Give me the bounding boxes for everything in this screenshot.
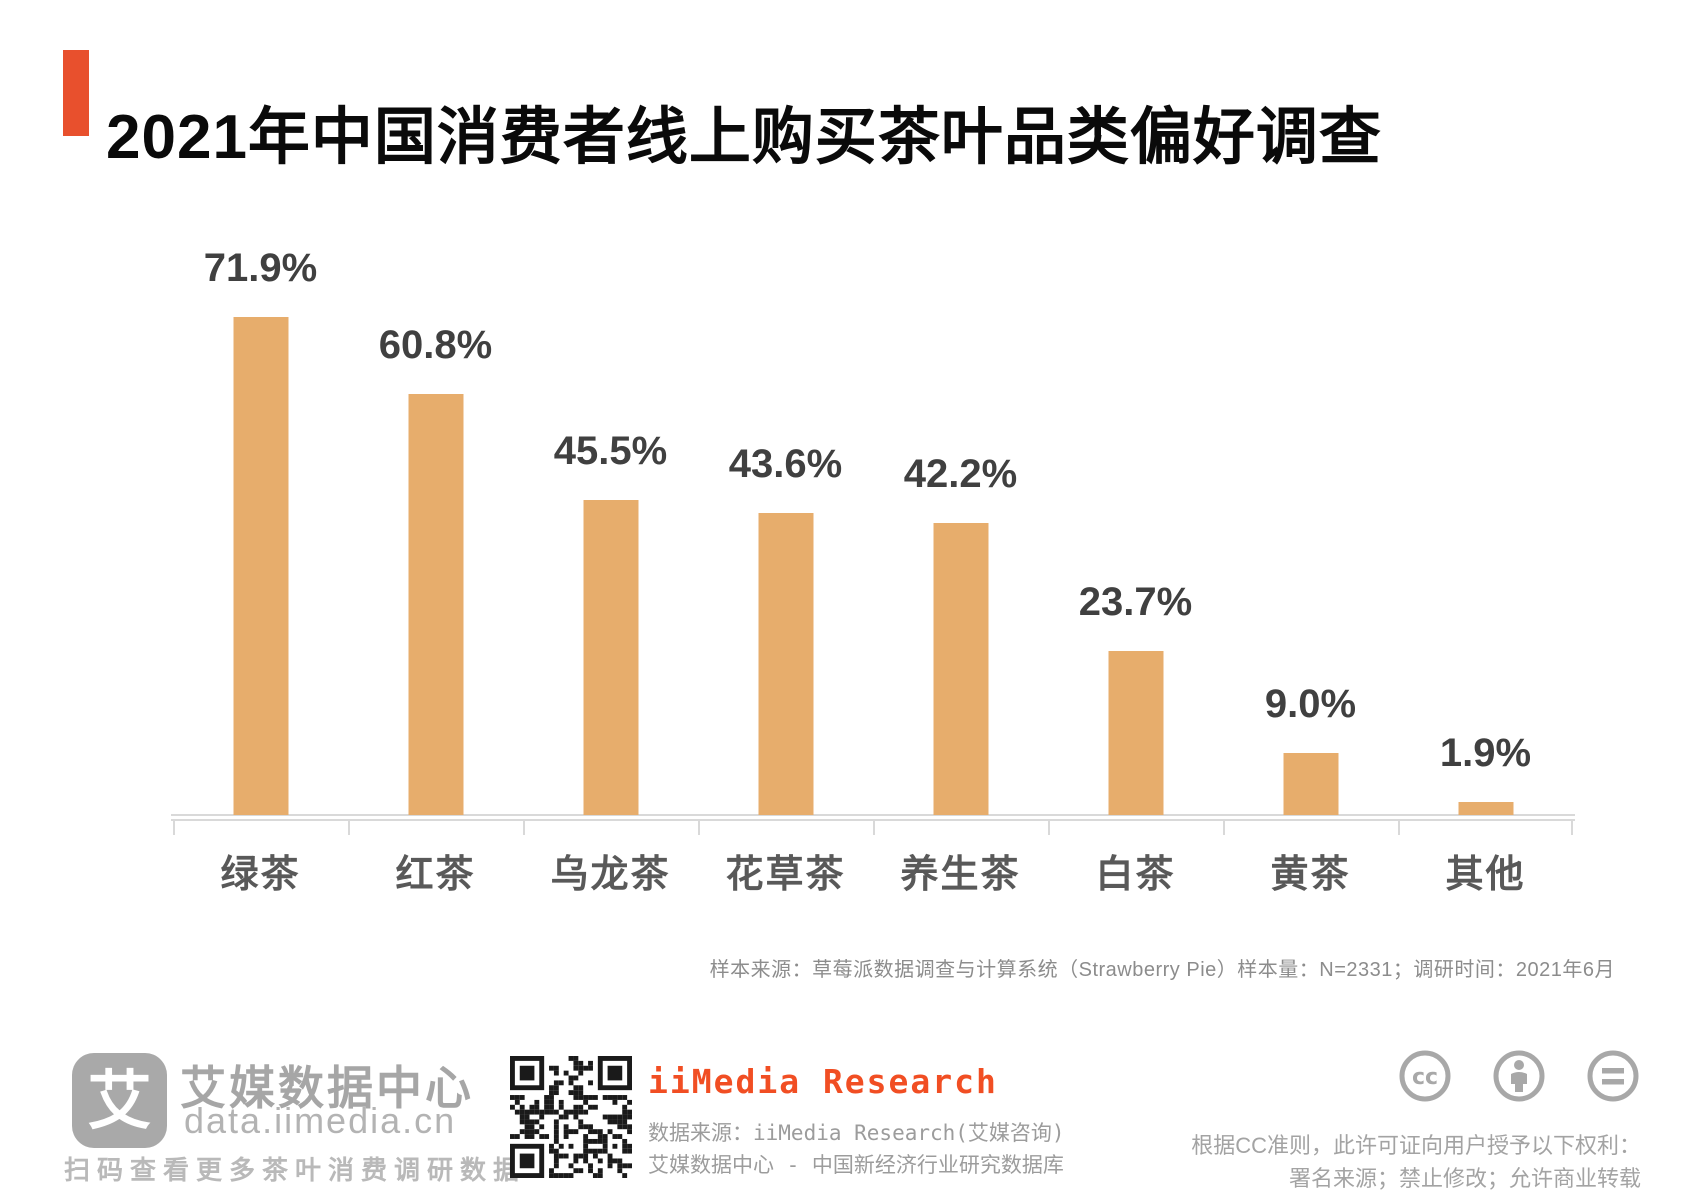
bar-value-label: 45.5% <box>553 429 668 473</box>
chart-bar <box>1283 753 1338 815</box>
x-axis-category-labels: 绿茶 红茶 乌龙茶 花草茶 养生茶 白茶 黄茶 其他 <box>173 843 1573 898</box>
bar-group: 43.6% <box>698 261 873 815</box>
x-axis-tick <box>698 820 700 835</box>
category-label: 红茶 <box>395 854 476 896</box>
bar-group: 1.9% <box>1398 261 1573 815</box>
bar-value-label: 23.7% <box>1078 580 1193 624</box>
x-axis-tick <box>1398 820 1400 835</box>
bar-group: 60.8% <box>348 261 523 815</box>
page-title: 2021年中国消费者线上购买茶叶品类偏好调查 <box>106 102 1382 172</box>
category-label: 花草茶 <box>725 854 846 896</box>
bar-group: 42.2% <box>873 261 1048 815</box>
bar-group: 71.9% <box>173 247 348 815</box>
cc-license-icon: cc <box>1399 1050 1451 1102</box>
bar-value-label: 71.9% <box>203 246 318 290</box>
qr-code <box>510 1056 632 1178</box>
bar-group: 45.5% <box>523 261 698 815</box>
license-line1: 根据CC准则，此许可证向用户授予以下权利： <box>1191 1133 1641 1158</box>
category-label: 白茶 <box>1095 854 1176 896</box>
no-derivatives-equals-icon <box>1587 1050 1639 1102</box>
bar-value-label: 43.6% <box>728 442 843 486</box>
iimedia-logo-icon: 艾 <box>72 1053 167 1148</box>
x-axis-tick <box>348 820 350 835</box>
category-label: 黄茶 <box>1270 854 1351 896</box>
brand-name: iiMedia Research <box>648 1062 998 1101</box>
license-line2: 署名来源；禁止修改；允许商业转载 <box>1288 1166 1641 1191</box>
logo-tagline: 扫码查看更多茶叶消费调研数据 <box>64 1155 527 1185</box>
data-source-line1: 数据来源：iiMedia Research(艾媒咨询) <box>648 1121 1065 1145</box>
bar-value-label: 60.8% <box>378 323 493 367</box>
attribution-person-icon <box>1493 1050 1545 1102</box>
bar-value-label: 1.9% <box>1439 731 1532 775</box>
x-axis-tick <box>173 820 175 835</box>
x-axis-tick <box>1571 820 1573 835</box>
logo-glyph: 艾 <box>87 1064 152 1137</box>
chart-bar <box>408 394 463 815</box>
data-source-line2: 艾媒数据中心 - 中国新经济行业研究数据库 <box>648 1153 1064 1177</box>
bar-chart: 71.9% 60.8% 45.5% 43.6% 42.2% 23.7% 9.0% 1.9% <box>171 247 1575 835</box>
chart-bar <box>933 523 988 815</box>
chart-bar <box>583 500 638 815</box>
x-axis-tick <box>523 820 525 835</box>
logo-name: 艾媒数据中心 <box>180 1062 474 1114</box>
bar-group: 23.7% <box>1048 261 1223 815</box>
category-label: 养生茶 <box>900 854 1021 896</box>
category-label: 乌龙茶 <box>550 854 671 896</box>
chart-bar <box>1108 651 1163 815</box>
bar-group: 9.0% <box>1223 261 1398 815</box>
category-label: 绿茶 <box>220 854 301 896</box>
chart-bar <box>1458 802 1513 815</box>
x-axis-tick <box>1048 820 1050 835</box>
sample-source-note: 样本来源：草莓派数据调查与计算系统（Strawberry Pie）样本量：N=2… <box>709 959 1615 981</box>
bar-value-label: 9.0% <box>1264 682 1357 726</box>
bar-value-label: 42.2% <box>903 452 1018 496</box>
title-accent-block <box>63 50 89 136</box>
cc-license-icons: cc <box>1399 1050 1639 1102</box>
chart-bar <box>758 513 813 815</box>
x-axis-tick <box>873 820 875 835</box>
svg-text:cc: cc <box>1412 1065 1438 1090</box>
x-axis-tick <box>1223 820 1225 835</box>
category-label: 其他 <box>1445 854 1526 896</box>
chart-bar <box>233 317 288 815</box>
logo-domain: data.iimedia.cn <box>184 1100 457 1141</box>
